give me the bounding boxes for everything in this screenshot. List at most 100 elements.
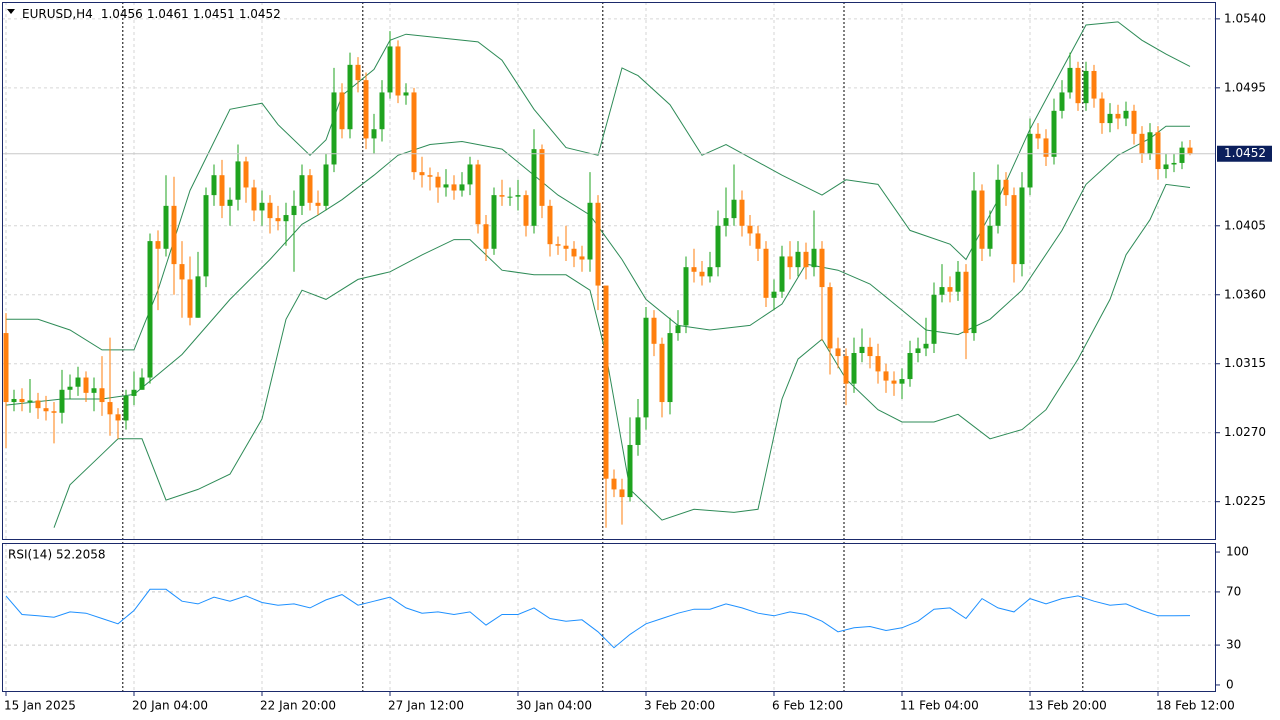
candle-body	[875, 356, 881, 372]
candle-body	[1131, 110, 1137, 134]
candle-body	[827, 287, 833, 349]
candle-body	[499, 195, 505, 197]
candle-body	[51, 411, 57, 413]
candle-body	[347, 64, 353, 130]
rsi-layer	[5, 588, 1191, 649]
y-tick-label: 100	[1226, 545, 1249, 559]
main-frame	[2, 2, 1216, 540]
candle-body	[955, 271, 961, 292]
candle-body	[131, 389, 137, 396]
candle-body	[723, 218, 729, 226]
candle-body	[531, 149, 537, 226]
candle-body	[867, 346, 873, 357]
candle-body	[363, 80, 369, 139]
candle-body	[427, 175, 433, 177]
candle-body	[3, 333, 9, 403]
candle-body	[1067, 67, 1073, 93]
candle-body	[331, 92, 337, 165]
candle-body	[643, 317, 649, 418]
candle-body	[83, 377, 89, 393]
bollinger-band	[5, 125, 1190, 406]
candle-body	[1035, 133, 1041, 139]
candle-body	[1163, 164, 1169, 170]
candle-body	[947, 287, 953, 292]
candle-body	[211, 175, 217, 196]
candle-body	[739, 199, 745, 226]
candle-body	[1187, 147, 1193, 154]
candle-body	[1019, 187, 1025, 265]
x-tick-label: 22 Jan 20:00	[260, 699, 336, 713]
candle-body	[107, 402, 113, 415]
low-price: 1.0451	[193, 7, 235, 21]
candle-body	[115, 414, 121, 421]
candle-body	[475, 164, 481, 225]
candle-body	[795, 251, 801, 268]
candle-body	[563, 245, 569, 249]
candle-body	[843, 356, 849, 384]
candle-body	[1139, 133, 1145, 154]
bollinger-band	[53, 183, 1191, 528]
candle-body	[571, 248, 577, 257]
candle-body	[147, 241, 153, 378]
grid-layer	[2, 2, 1216, 692]
candle-body	[323, 164, 329, 206]
last-price-box	[1217, 145, 1272, 162]
candle-body	[579, 256, 585, 260]
candle-body	[1003, 179, 1009, 196]
candle-body	[315, 202, 321, 206]
x-tick-label: 15 Jan 2025	[4, 699, 76, 713]
candle-body	[683, 267, 689, 326]
candle-body	[467, 164, 473, 185]
candle-body	[635, 417, 641, 445]
candle-body	[1099, 98, 1105, 124]
x-tick-label: 20 Jan 04:00	[132, 699, 208, 713]
rsi-frame	[2, 543, 1216, 692]
candle-body	[995, 179, 1001, 226]
candle-body	[19, 398, 25, 403]
candle-body	[523, 195, 529, 226]
bollinger-band	[6, 21, 1191, 351]
candle-body	[1123, 110, 1129, 119]
candle-body	[899, 379, 905, 384]
candle-body	[371, 129, 377, 139]
candle-body	[971, 190, 977, 334]
candles-layer	[3, 31, 1193, 528]
y-tick-label: 70	[1226, 584, 1241, 598]
axis-layer: 1.0540 1.0495 1.0405 1.0360 1.0315 1.0270 1.02…	[2, 11, 1272, 713]
candle-body	[483, 224, 489, 249]
rsi-title: RSI(14) 52.2058	[8, 548, 106, 562]
candle-body	[203, 195, 209, 277]
x-tick-label: 27 Jan 12:00	[388, 699, 464, 713]
candle-body	[1075, 67, 1081, 104]
candle-body	[11, 398, 17, 403]
candle-body	[691, 267, 697, 272]
candle-body	[403, 92, 409, 96]
candle-body	[1147, 132, 1153, 154]
candle-body	[91, 388, 97, 393]
candle-body	[1171, 162, 1177, 165]
candle-body	[915, 348, 921, 354]
y-tick-label: 1.0405	[1224, 218, 1266, 232]
candle-body	[339, 92, 345, 130]
candle-body	[811, 248, 817, 268]
candle-body	[235, 161, 241, 200]
symbol-menu-icon[interactable]	[7, 9, 15, 14]
candle-body	[595, 202, 601, 286]
candle-body	[675, 325, 681, 334]
candle-body	[507, 196, 513, 198]
symbol-header: EURUSD,H4 1.0456 1.0461 1.0451 1.0452	[22, 7, 281, 21]
candle-body	[891, 380, 897, 384]
candle-body	[667, 333, 673, 403]
candle-body	[699, 271, 705, 277]
candle-body	[771, 291, 777, 298]
candle-body	[1155, 132, 1161, 170]
candle-body	[851, 353, 857, 384]
candle-body	[275, 218, 281, 222]
candle-body	[603, 285, 609, 479]
candle-body	[859, 346, 865, 354]
candle-body	[835, 348, 841, 357]
candle-body	[35, 400, 41, 409]
candle-body	[515, 195, 521, 197]
candle-body	[443, 184, 449, 188]
